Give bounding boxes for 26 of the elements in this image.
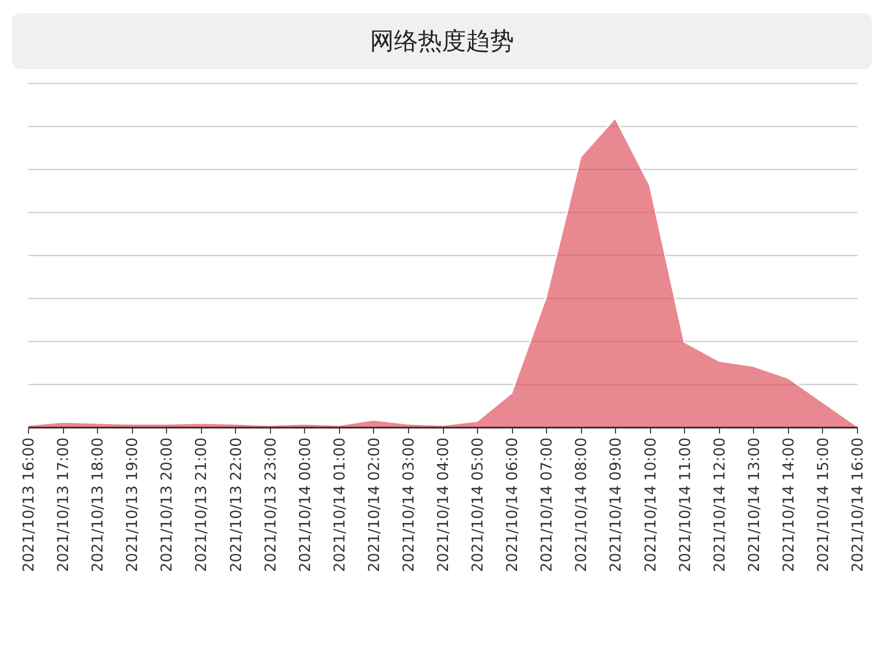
x-tick-label: 2021/10/14 01:00: [330, 438, 348, 572]
x-tick-label: 2021/10/14 11:00: [676, 438, 694, 572]
x-tick-label: 2021/10/13 22:00: [226, 438, 245, 572]
x-tick-label: 2021/10/13 23:00: [261, 438, 280, 572]
x-tick-label: 2021/10/14 08:00: [572, 438, 590, 572]
x-tick-label: 2021/10/14 10:00: [641, 438, 660, 572]
x-tick-label: 2021/10/13 16:00: [20, 438, 38, 572]
x-tick-label: 2021/10/14 04:00: [434, 438, 452, 572]
x-tick-label: 2021/10/13 18:00: [88, 438, 107, 572]
x-tick-label: 2021/10/14 15:00: [814, 438, 832, 572]
x-tick-label: 2021/10/14 07:00: [538, 438, 556, 572]
chart-title: 网络热度趋势: [12, 13, 872, 69]
x-tick-label: 2021/10/14 09:00: [606, 438, 625, 572]
x-tick-label: 2021/10/14 13:00: [744, 438, 763, 572]
x-tick-label: 2021/10/14 00:00: [296, 438, 314, 572]
x-tick-label: 2021/10/14 14:00: [779, 438, 798, 572]
x-tick-label: 2021/10/14 03:00: [399, 438, 418, 572]
x-tick-label: 2021/10/13 20:00: [158, 438, 176, 572]
x-tick-label: 2021/10/14 16:00: [848, 438, 866, 572]
x-tick-label: 2021/10/14 05:00: [468, 438, 487, 572]
x-tick-label: 2021/10/13 21:00: [192, 438, 210, 572]
x-tick-label: 2021/10/14 02:00: [364, 438, 383, 572]
x-tick-label: 2021/10/14 06:00: [503, 438, 522, 572]
x-tick-label: 2021/10/14 12:00: [710, 438, 728, 572]
x-tick-label: 2021/10/13 19:00: [123, 438, 142, 572]
x-tick-label: 2021/10/13 17:00: [54, 438, 72, 572]
